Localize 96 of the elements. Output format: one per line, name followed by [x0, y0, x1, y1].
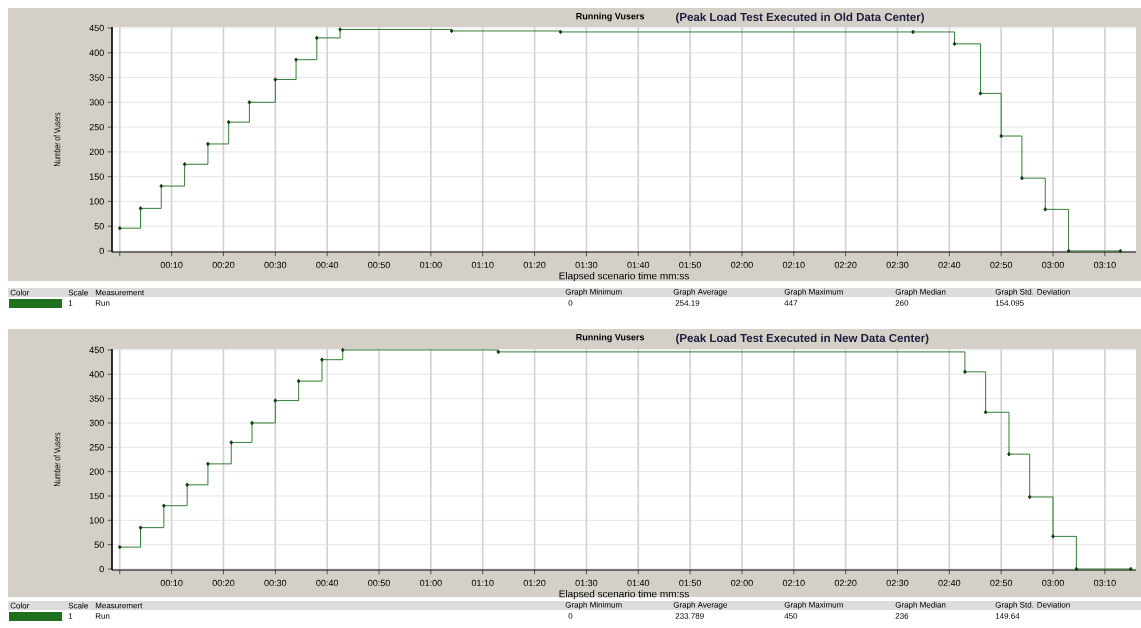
- y-axis-title: Number of Vusers: [53, 432, 61, 487]
- x-tick-label: 03:10: [1093, 261, 1116, 269]
- x-tick-label: 02:40: [938, 261, 961, 269]
- x-tick-label: 01:40: [627, 261, 650, 269]
- text: 233.789: [675, 613, 704, 619]
- y-tick-label: 250: [89, 444, 104, 451]
- x-tick-label: 00:40: [316, 261, 339, 269]
- text: 1: [68, 300, 73, 306]
- text: Color: [10, 602, 30, 609]
- text: Measurement: [95, 289, 145, 296]
- x-tick-label: 01:10: [471, 261, 494, 269]
- text: Run: [95, 613, 110, 619]
- chart-subtitle: (Peak Load Test Executed in New Data Center): [676, 333, 929, 345]
- text: 260: [895, 300, 909, 306]
- x-tick-label: 00:30: [264, 579, 287, 587]
- x-tick-label: 00:50: [368, 261, 390, 269]
- y-tick-label: 150: [89, 173, 104, 180]
- x-tick-label: 00:10: [160, 261, 183, 269]
- x-tick-label: 01:30: [575, 579, 598, 587]
- y-tick-label: 450: [89, 24, 104, 32]
- text: Graph Minimum: [565, 288, 622, 297]
- text: Run: [95, 300, 110, 306]
- x-tick-label: 01:40: [627, 579, 650, 587]
- text: Graph Average: [673, 288, 727, 297]
- x-tick-label: 00:20: [212, 579, 235, 587]
- text: Graph Std. Deviation: [995, 601, 1070, 610]
- text: 447: [784, 300, 798, 306]
- text: 236: [895, 613, 909, 619]
- text: 1: [68, 613, 73, 619]
- text: 0: [568, 613, 573, 619]
- x-tick-label: 01:50: [679, 261, 702, 269]
- x-axis-title: Elapsed scenario time mm:ss: [559, 590, 689, 600]
- y-tick-label: 50: [94, 541, 104, 548]
- x-tick-label: 01:30: [575, 261, 598, 269]
- x-tick-label: 00:50: [368, 579, 390, 587]
- y-tick-label: 400: [89, 49, 104, 56]
- x-tick-label: 02:40: [938, 579, 961, 587]
- x-tick-label: 01:20: [523, 579, 546, 587]
- x-tick-label: 01:50: [679, 579, 702, 587]
- text: Graph Minimum: [565, 601, 622, 610]
- text: 0: [568, 300, 573, 306]
- x-tick-label: 02:30: [886, 579, 909, 587]
- y-tick-label: 250: [89, 123, 104, 131]
- x-tick-label: 03:10: [1093, 579, 1116, 587]
- x-tick-label: 02:50: [990, 261, 1013, 269]
- y-tick-label: 450: [89, 346, 104, 354]
- text: 149.64: [995, 613, 1020, 619]
- x-tick-label: 00:30: [264, 261, 287, 269]
- x-tick-label: 02:00: [731, 261, 753, 269]
- x-tick-label: 00:40: [316, 579, 339, 587]
- y-tick-label: 50: [94, 223, 104, 230]
- y-tick-label: 100: [89, 198, 104, 205]
- y-tick-label: 200: [89, 148, 104, 156]
- text: Measuremert: [95, 602, 143, 609]
- x-tick-label: 02:10: [782, 579, 805, 587]
- x-tick-label: 03:00: [1042, 261, 1064, 269]
- x-tick-label: 01:00: [419, 579, 442, 587]
- text: Graph Median: [895, 288, 946, 297]
- x-tick-label: 01:10: [471, 579, 494, 587]
- text: Graph Maximum: [784, 288, 843, 297]
- x-tick-label: 03:00: [1042, 579, 1064, 587]
- x-tick-label: 00:20: [212, 261, 235, 269]
- text: 254.19: [675, 300, 700, 306]
- chart-title: Running Vusers: [576, 333, 645, 343]
- y-tick-label: 400: [89, 371, 104, 378]
- y-tick-label: 150: [89, 492, 104, 500]
- text: Graph Maximum: [784, 601, 843, 610]
- y-tick-label: 100: [89, 517, 104, 524]
- x-tick-label: 02:20: [834, 579, 857, 587]
- y-tick-label: 350: [89, 395, 104, 402]
- x-tick-label: 02:10: [782, 261, 805, 269]
- text: 154.095: [995, 300, 1024, 306]
- y-tick-label: 300: [89, 419, 104, 427]
- x-tick-label: 02:20: [834, 261, 857, 269]
- chart-title: Running Vusers: [576, 12, 645, 22]
- x-tick-label: 02:00: [731, 579, 753, 587]
- text: Graph Median: [895, 601, 946, 610]
- y-tick-label: 200: [89, 468, 104, 475]
- x-axis-title: Elapsed scenario time mm:ss: [559, 272, 689, 282]
- text: 450: [784, 613, 798, 619]
- y-tick-label: 350: [89, 74, 104, 81]
- y-tick-label: 0: [99, 247, 104, 255]
- text: Color: [10, 289, 30, 296]
- x-tick-label: 00:10: [160, 579, 183, 587]
- x-tick-label: 01:20: [523, 261, 546, 269]
- x-tick-label: 02:30: [886, 261, 909, 269]
- text: Graph Average: [673, 601, 727, 610]
- x-tick-label: 02:50: [990, 579, 1013, 587]
- chart-subtitle: (Peak Load Test Executed in Old Data Center): [676, 12, 924, 24]
- text: Scale: [68, 602, 88, 609]
- y-axis-title: Number of Vusers: [53, 112, 61, 167]
- y-tick-label: 0: [99, 565, 104, 573]
- y-tick-label: 300: [89, 99, 104, 106]
- text: Graph Std. Deviation: [995, 288, 1070, 297]
- text: Scale: [68, 289, 88, 296]
- x-tick-label: 01:00: [419, 261, 442, 269]
